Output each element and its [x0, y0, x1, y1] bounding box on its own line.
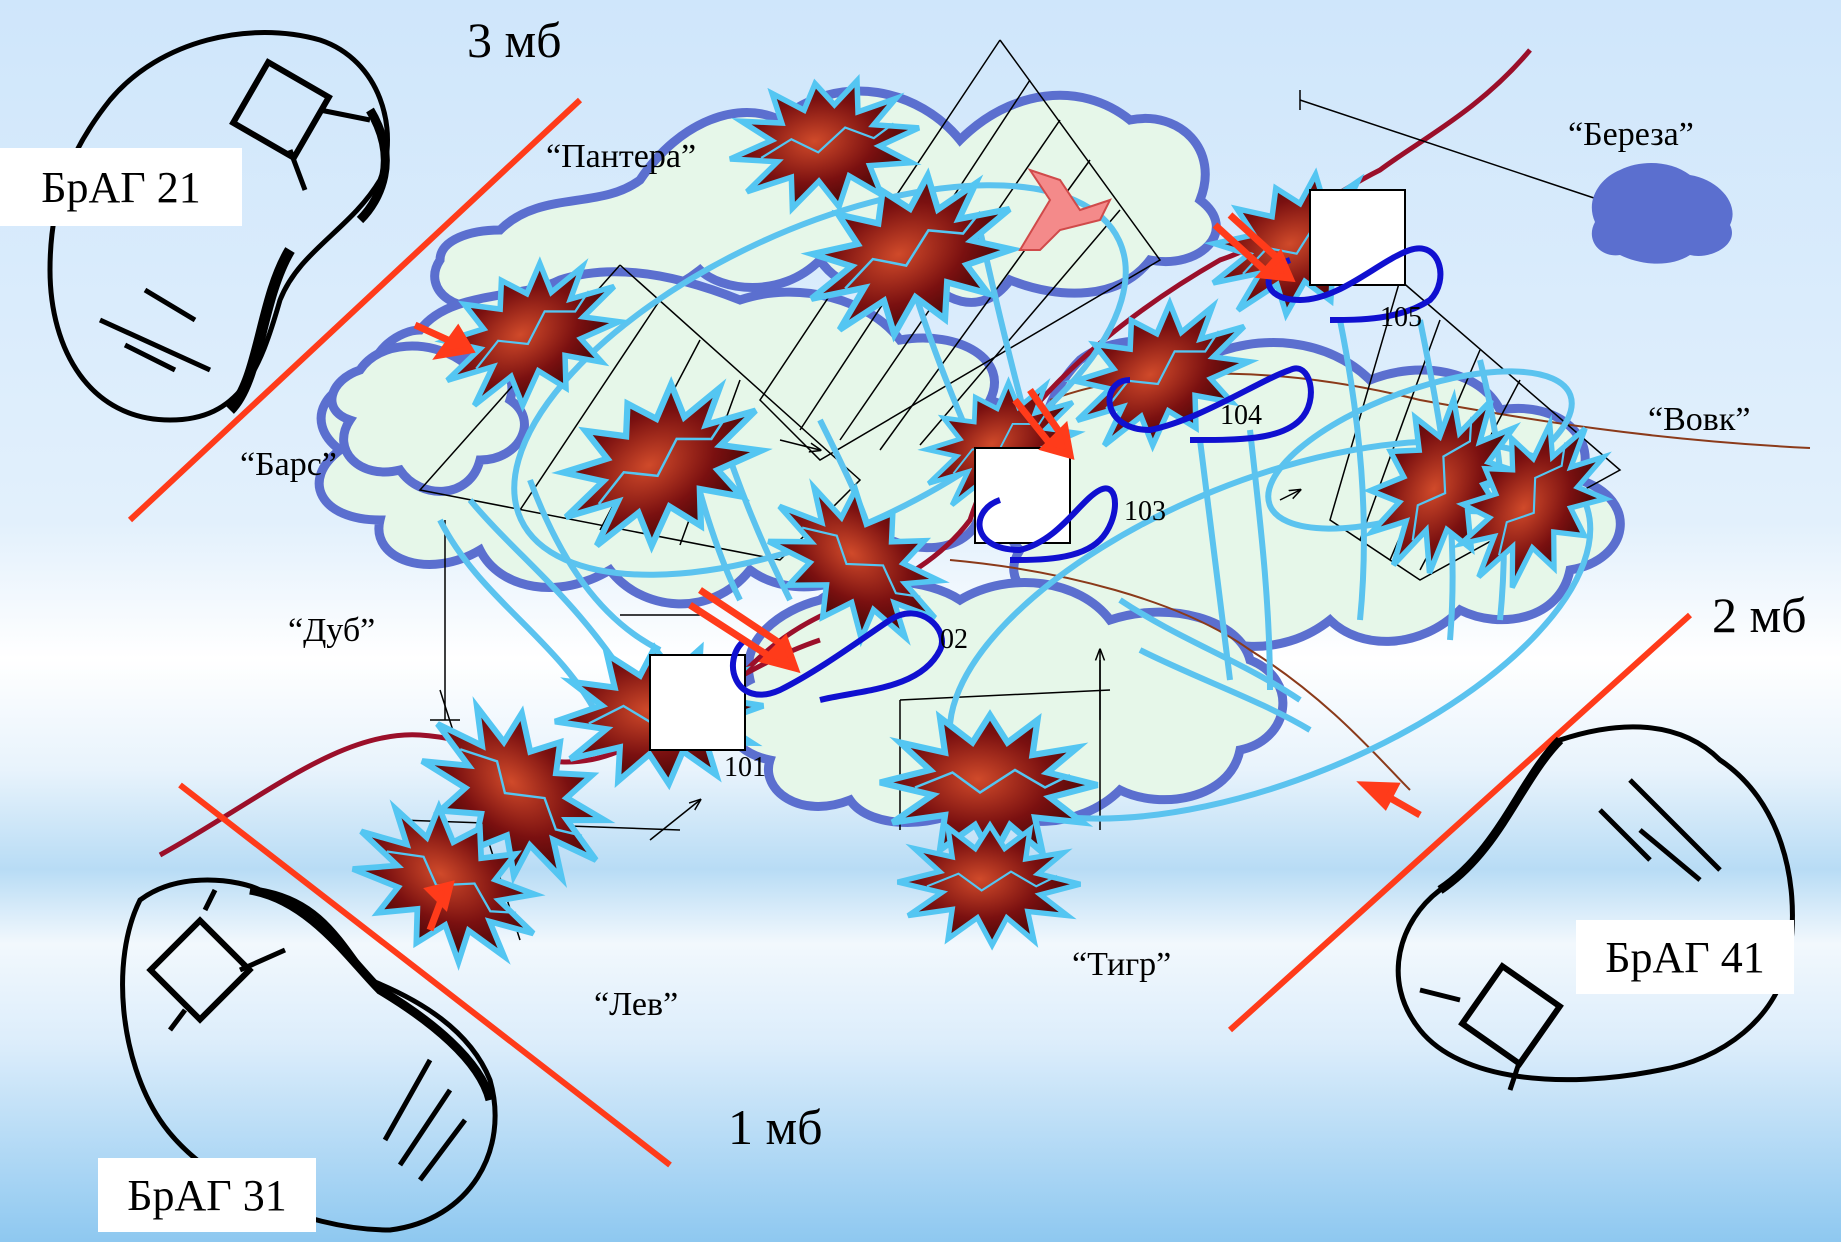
battalion-label-2mb: 2 мб — [1712, 587, 1807, 643]
landmark-dub: “Дуб” — [288, 612, 376, 649]
landmark-pantera: “Пантера” — [546, 138, 697, 175]
battalion-label-3mb: 3 мб — [467, 12, 562, 68]
landmark-tigr: “Тигр” — [1072, 946, 1172, 983]
target-number-104: 104 — [1220, 400, 1262, 431]
target-number-103: 103 — [1124, 496, 1166, 527]
brag41-position — [1395, 724, 1795, 1091]
landmark-lev: “Лев” — [594, 986, 679, 1023]
artillery-group-brag21: БрАГ 21 — [0, 148, 242, 226]
landmark-bereza: “Береза” — [1568, 116, 1694, 153]
front-line-3mb — [127, 97, 583, 523]
landmark-bars: “Барс” — [240, 446, 337, 483]
artillery-group-brag41: БрАГ 41 — [1576, 920, 1794, 994]
brag21-position — [47, 30, 390, 423]
forest-bars — [327, 341, 529, 496]
aircraft-icon — [1018, 168, 1112, 251]
battalion-label-1mb: 1 мб — [728, 1099, 823, 1155]
landmark-vovk: “Вовк” — [1648, 401, 1751, 438]
target-number-102: 02 — [940, 624, 968, 655]
front-line-1mb — [178, 782, 672, 1168]
fire-direction-arrows — [413, 212, 1422, 932]
bereza-marker — [1591, 163, 1733, 264]
target-loops — [729, 245, 1444, 703]
target-number-105: 105 — [1380, 302, 1422, 333]
target-number-101: 101 — [724, 752, 766, 783]
artillery-group-brag31: БрАГ 31 — [98, 1158, 316, 1232]
front-line-2mb — [1227, 612, 1693, 1033]
target-boxes — [649, 189, 1406, 751]
brag31-position — [120, 877, 498, 1233]
